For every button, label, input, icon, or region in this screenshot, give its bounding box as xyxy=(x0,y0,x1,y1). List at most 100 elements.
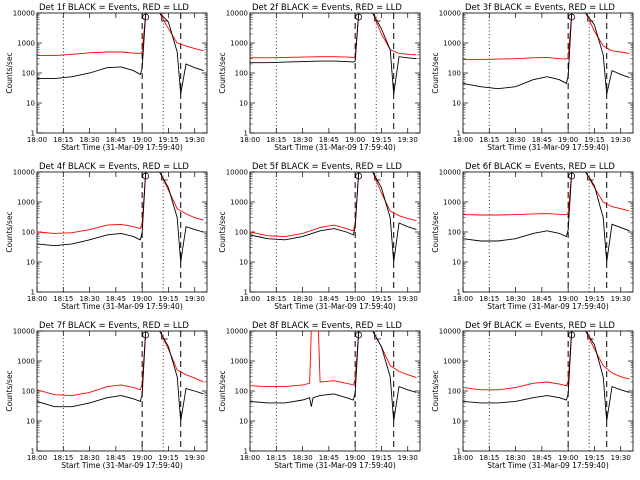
x-tick-label: 19:30 xyxy=(398,136,418,144)
panel-title: Det 9f BLACK = Events, RED = LLD xyxy=(465,321,615,331)
y-tick-label: 10000 xyxy=(13,328,35,336)
x-tick-label: 19:00 xyxy=(345,295,365,303)
y-tick-label: 10 xyxy=(452,100,461,108)
panel-det-6: Det 6f BLACK = Events, RED = LLD 1 10 100 10… xyxy=(431,162,634,311)
series-line-events xyxy=(463,172,630,263)
x-tick-label: 19:30 xyxy=(185,136,205,144)
x-tick-label: 18:30 xyxy=(79,295,99,303)
y-tick-label: 100 xyxy=(448,229,461,237)
x-tick-label: 19:00 xyxy=(345,454,365,462)
series-line-events xyxy=(463,331,630,422)
x-tick-label: 19:30 xyxy=(611,136,631,144)
x-tick-label: 18:00 xyxy=(27,454,47,462)
x-tick-label: 19:00 xyxy=(558,454,578,462)
x-axis-label: Start Time (31-Mar-09 17:59:40) xyxy=(61,461,183,470)
x-tick-label: 19:30 xyxy=(185,295,205,303)
y-tick-label: 10000 xyxy=(439,328,461,336)
panel-det-1: Det 1f BLACK = Events, RED = LLD 1 10 100 10… xyxy=(5,3,208,152)
y-tick-label: 1000 xyxy=(443,199,461,207)
series-line-lld xyxy=(250,331,417,388)
y-tick-label: 1000 xyxy=(443,40,461,48)
x-axis-label: Start Time (31-Mar-09 17:59:40) xyxy=(487,461,609,470)
x-tick-label: 19:15 xyxy=(584,454,604,462)
x-tick-label: 18:45 xyxy=(532,454,552,462)
panel-det-7: Det 7f BLACK = Events, RED = LLD 1 10 100 10… xyxy=(5,321,208,470)
x-tick-label: 19:00 xyxy=(132,136,152,144)
panel-det-5: Det 5f BLACK = Events, RED = LLD 1 10 100 10… xyxy=(218,162,421,311)
panel-title: Det 1f BLACK = Events, RED = LLD xyxy=(39,3,189,13)
y-tick-label: 10000 xyxy=(226,328,248,336)
series-line-events xyxy=(250,172,417,263)
series-line-lld xyxy=(37,13,204,57)
x-tick-label: 19:00 xyxy=(558,136,578,144)
y-tick-label: 1 xyxy=(457,289,461,297)
panel-title: Det 6f BLACK = Events, RED = LLD xyxy=(465,162,615,172)
x-tick-label: 18:30 xyxy=(505,136,525,144)
y-tick-label: 1 xyxy=(244,448,248,456)
x-tick-label: 19:15 xyxy=(371,136,391,144)
y-tick-label: 10000 xyxy=(439,169,461,177)
y-axis-label: Counts/sec xyxy=(5,370,14,411)
x-tick-label: 18:45 xyxy=(319,454,339,462)
y-tick-label: 10 xyxy=(239,418,248,426)
x-tick-label: 18:30 xyxy=(79,454,99,462)
x-tick-label: 18:00 xyxy=(453,454,473,462)
x-tick-label: 18:15 xyxy=(53,295,73,303)
x-tick-label: 18:30 xyxy=(292,454,312,462)
x-tick-label: 18:15 xyxy=(479,454,499,462)
panel-det-3: Det 3f BLACK = Events, RED = LLD 1 10 100 10… xyxy=(431,3,634,152)
x-tick-label: 18:00 xyxy=(453,136,473,144)
x-tick-label: 19:30 xyxy=(611,454,631,462)
x-axis-label: Start Time (31-Mar-09 17:59:40) xyxy=(274,302,396,311)
series-line-events xyxy=(37,172,204,263)
y-tick-label: 10000 xyxy=(439,10,461,18)
y-tick-label: 1000 xyxy=(230,358,248,366)
x-axis-label: Start Time (31-Mar-09 17:59:40) xyxy=(487,302,609,311)
y-tick-label: 1000 xyxy=(230,40,248,48)
x-tick-label: 18:15 xyxy=(53,136,73,144)
y-tick-label: 1000 xyxy=(17,199,35,207)
x-tick-label: 19:00 xyxy=(345,136,365,144)
series-line-lld xyxy=(463,172,630,216)
y-tick-label: 10000 xyxy=(226,169,248,177)
x-tick-label: 18:30 xyxy=(292,295,312,303)
y-axis-label: Counts/sec xyxy=(431,52,440,93)
x-tick-label: 18:30 xyxy=(505,454,525,462)
y-tick-label: 10 xyxy=(26,100,35,108)
y-tick-label: 100 xyxy=(448,70,461,78)
x-tick-label: 19:15 xyxy=(584,295,604,303)
series-line-events xyxy=(250,331,417,422)
panel-title: Det 8f BLACK = Events, RED = LLD xyxy=(252,321,402,331)
y-tick-label: 100 xyxy=(22,229,35,237)
y-tick-label: 1 xyxy=(31,289,35,297)
panel-title: Det 2f BLACK = Events, RED = LLD xyxy=(252,3,402,13)
y-tick-label: 10 xyxy=(239,100,248,108)
panel-det-8: Det 8f BLACK = Events, RED = LLD 1 10 100 10… xyxy=(218,321,421,470)
x-axis-label: Start Time (31-Mar-09 17:59:40) xyxy=(61,302,183,311)
series-line-lld xyxy=(463,13,630,61)
x-tick-label: 19:30 xyxy=(185,454,205,462)
y-axis-label: Counts/sec xyxy=(218,370,227,411)
x-tick-label: 18:45 xyxy=(319,295,339,303)
series-line-lld xyxy=(37,331,204,397)
x-tick-label: 19:15 xyxy=(158,136,178,144)
x-tick-label: 18:00 xyxy=(240,136,260,144)
x-tick-label: 18:15 xyxy=(266,454,286,462)
series-line-lld xyxy=(37,172,204,234)
y-tick-label: 1 xyxy=(31,130,35,138)
x-tick-label: 18:15 xyxy=(479,136,499,144)
x-tick-label: 18:00 xyxy=(240,454,260,462)
y-axis-label: Counts/sec xyxy=(431,211,440,252)
y-tick-label: 100 xyxy=(448,388,461,396)
panel-title: Det 7f BLACK = Events, RED = LLD xyxy=(39,321,189,331)
panel-det-9: Det 9f BLACK = Events, RED = LLD 1 10 100 10… xyxy=(431,321,634,470)
panel-title: Det 4f BLACK = Events, RED = LLD xyxy=(39,162,189,172)
x-tick-label: 19:15 xyxy=(158,295,178,303)
y-tick-label: 100 xyxy=(22,388,35,396)
y-tick-label: 1 xyxy=(457,448,461,456)
y-tick-label: 100 xyxy=(22,70,35,78)
y-tick-label: 10 xyxy=(26,259,35,267)
y-tick-label: 1 xyxy=(31,448,35,456)
x-tick-label: 18:45 xyxy=(106,295,126,303)
